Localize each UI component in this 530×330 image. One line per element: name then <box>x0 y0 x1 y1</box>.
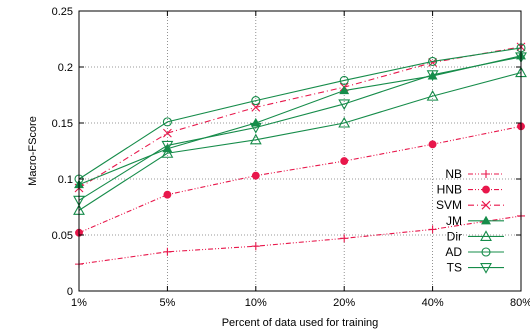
data-point-ad <box>251 96 261 106</box>
y-tick-label: 0.15 <box>52 118 73 130</box>
plot-frame <box>78 10 522 292</box>
x-tick-label: 10% <box>245 297 267 309</box>
legend-marker-svm <box>481 200 491 210</box>
data-point-svm <box>428 58 437 67</box>
y-tick-label: 0.05 <box>52 230 73 242</box>
legend-item-ad: AD <box>445 245 504 259</box>
legend-item-nb: NB <box>445 167 504 181</box>
data-point-dir <box>161 147 174 158</box>
x-tick-label: 5% <box>159 297 175 309</box>
series-line-ts <box>78 56 522 201</box>
series-ad <box>74 43 526 184</box>
legend-label-nb: NB <box>445 167 462 181</box>
series-layer <box>73 42 527 269</box>
legend-marker-dir <box>480 230 492 241</box>
data-point-nb <box>163 247 172 256</box>
data-point-nb <box>428 225 437 234</box>
legend-marker-ts <box>480 263 492 274</box>
legend-marker-ad <box>481 247 491 257</box>
data-point-ad <box>339 75 349 85</box>
data-point-jm <box>339 85 350 95</box>
legend-marker-nb <box>482 170 490 178</box>
legend-label-ad: AD <box>445 245 462 259</box>
x-tick-label: 80% <box>510 297 530 309</box>
y-tick-label: 0.2 <box>58 62 73 74</box>
data-point-ts <box>426 70 439 81</box>
data-point-ad <box>162 117 172 127</box>
legend-marker-jm <box>481 215 491 225</box>
legend-label-ts: TS <box>447 261 462 275</box>
x-tick-label: 40% <box>422 297 444 309</box>
axis-ticks: 0 0.05 0.1 0.15 0.2 0.25 1% 5% 10% 20% 40% 80% <box>52 6 530 309</box>
legend-label-svm: SVM <box>436 198 462 212</box>
x-tick-label: 20% <box>333 297 355 309</box>
y-tick-label: 0.1 <box>58 174 73 186</box>
legend-item-jm: JM <box>446 214 504 228</box>
data-point-hnb <box>163 190 172 199</box>
data-point-ts <box>249 122 262 134</box>
x-tick-label: 1% <box>71 297 87 309</box>
series-line-nb <box>78 215 522 265</box>
legend-item-dir: Dir <box>447 229 504 243</box>
data-point-hnb <box>340 157 349 166</box>
legend-item-ts: TS <box>447 261 504 275</box>
y-tick-label: 0.25 <box>52 6 73 18</box>
legend-label-dir: Dir <box>447 229 462 243</box>
data-point-hnb <box>428 140 437 149</box>
legend-item-hnb: HNB <box>437 183 504 197</box>
data-point-ts <box>338 99 351 111</box>
series-line-jm <box>78 55 522 186</box>
legend-label-hnb: HNB <box>437 183 462 197</box>
data-point-dir <box>338 116 351 128</box>
data-point-dir <box>426 89 439 101</box>
data-point-svm <box>251 102 261 112</box>
y-tick-label: 0 <box>67 286 73 298</box>
series-line-ad <box>78 47 522 180</box>
y-axis-title: Macro-FScore <box>27 116 39 186</box>
data-point-dir <box>249 133 262 145</box>
data-point-jm <box>250 117 261 127</box>
series-line-svm <box>78 46 522 189</box>
data-point-hnb <box>251 171 260 180</box>
data-point-nb <box>251 242 260 251</box>
data-point-nb <box>340 234 349 243</box>
legend-item-svm: SVM <box>436 198 504 212</box>
x-axis-title: Percent of data used for training <box>222 317 379 329</box>
data-point-ad <box>428 56 438 66</box>
series-line-dir <box>78 72 522 211</box>
data-point-svm <box>163 128 172 138</box>
legend-marker-hnb <box>482 185 490 194</box>
data-point-ts <box>161 140 174 152</box>
series-line-hnb <box>78 125 522 234</box>
legend-label-jm: JM <box>446 214 462 228</box>
